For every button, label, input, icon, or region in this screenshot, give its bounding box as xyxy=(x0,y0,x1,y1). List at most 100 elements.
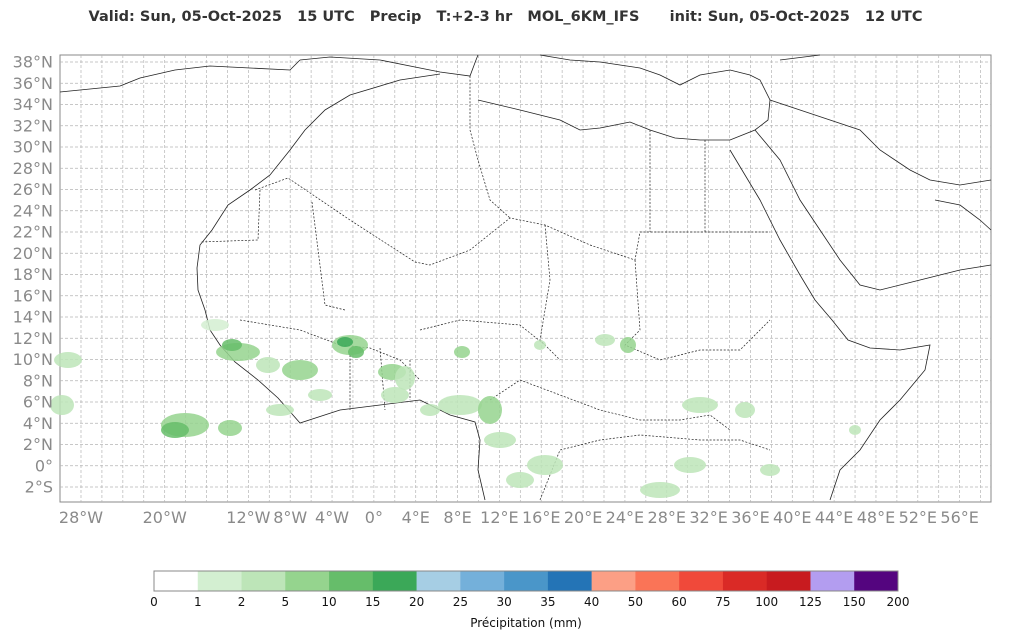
precip-patch xyxy=(266,404,294,416)
colorbar-tick: 15 xyxy=(365,595,380,609)
lon-label: 20°W xyxy=(143,508,187,527)
lon-label: 36°E xyxy=(731,508,769,527)
precip-patch xyxy=(218,420,242,436)
lon-label: 32°E xyxy=(689,508,727,527)
precip-patch xyxy=(735,402,755,418)
lat-label: 10°N xyxy=(13,350,53,369)
colorbar-tick: 0 xyxy=(150,595,158,609)
colorbar-tick: 1 xyxy=(194,595,202,609)
latitude-labels: 38°N 36°N 34°N 32°N 30°N 28°N 26°N 24°N 22°N 20°N… xyxy=(13,53,53,497)
precip-patch xyxy=(337,337,353,347)
lat-label: 2°N xyxy=(23,435,53,454)
lon-label: 4°E xyxy=(402,508,430,527)
precip-patch xyxy=(438,395,482,415)
precip-patch xyxy=(640,482,680,498)
colorbar-swatch xyxy=(460,571,505,591)
map-frame xyxy=(59,54,992,503)
colorbar-swatch xyxy=(197,571,242,591)
colorbar-swatch xyxy=(504,571,549,591)
lat-label: 12°N xyxy=(13,329,53,348)
lat-label: 22°N xyxy=(13,223,53,242)
colorbar-tick: 60 xyxy=(672,595,687,609)
colorbar-swatch xyxy=(285,571,330,591)
map-title: Valid: Sun, 05-Oct-2025 15 UTC Precip T:… xyxy=(88,9,923,25)
lon-label: 28°E xyxy=(648,508,686,527)
lon-label: 8°W xyxy=(273,508,307,527)
lon-label: 52°E xyxy=(899,508,937,527)
colorbar-tick: 75 xyxy=(715,595,730,609)
precip-patch xyxy=(282,360,318,380)
precip-patch xyxy=(348,346,364,358)
coastlines xyxy=(59,54,992,501)
lat-label: 38°N xyxy=(13,53,53,72)
lat-label: 26°N xyxy=(13,180,53,199)
colorbar-swatch xyxy=(547,571,592,591)
colorbar-swatch xyxy=(854,571,899,591)
precip-patch xyxy=(50,395,74,415)
precip-patch xyxy=(381,387,409,403)
lat-label: 14°N xyxy=(13,308,53,327)
precip-patch xyxy=(256,357,280,373)
lon-label: 20°E xyxy=(564,508,602,527)
lat-label: 8°N xyxy=(23,371,53,390)
lon-label: 24°E xyxy=(606,508,644,527)
lat-label: 30°N xyxy=(13,138,53,157)
lat-label: 16°N xyxy=(13,286,53,305)
precip-patch xyxy=(595,334,615,346)
colorbar-tick: 2 xyxy=(238,595,246,609)
lon-label: 12°E xyxy=(480,508,518,527)
lon-label: 28°W xyxy=(59,508,103,527)
lon-label: 4°W xyxy=(315,508,349,527)
colorbar-swatch xyxy=(372,571,417,591)
lon-label: 16°E xyxy=(522,508,560,527)
precip-patch xyxy=(527,455,563,475)
precip-patch xyxy=(506,472,534,488)
lon-label: 44°E xyxy=(815,508,853,527)
lat-label: 2°S xyxy=(25,478,53,497)
precip-patch xyxy=(161,422,189,438)
lat-label: 32°N xyxy=(13,116,53,135)
lon-label: 56°E xyxy=(940,508,978,527)
precip-patch xyxy=(395,366,415,390)
lon-label: 12°W xyxy=(226,508,270,527)
colorbar-swatch xyxy=(679,571,724,591)
colorbar-tick: 10 xyxy=(321,595,336,609)
colorbar-tick: 100 xyxy=(755,595,778,609)
colorbar-swatch xyxy=(810,571,855,591)
colorbar-tick: 200 xyxy=(887,595,910,609)
colorbar-swatch xyxy=(591,571,636,591)
colorbar-swatch xyxy=(416,571,461,591)
lat-label: 18°N xyxy=(13,265,53,284)
lat-label: 20°N xyxy=(13,244,53,263)
colorbar-swatch xyxy=(329,571,374,591)
precip-patch xyxy=(308,389,332,401)
colorbar-label: Précipitation (mm) xyxy=(470,616,582,630)
precip-patch xyxy=(454,346,470,358)
colorbar-tick: 125 xyxy=(799,595,822,609)
colorbar-tick: 30 xyxy=(496,595,511,609)
colorbar-tick: 40 xyxy=(584,595,599,609)
colorbar-swatch xyxy=(241,571,286,591)
precip-patch xyxy=(682,397,718,413)
precip-patch xyxy=(849,425,861,435)
colorbar-tick: 20 xyxy=(409,595,424,609)
lon-label: 0° xyxy=(365,508,383,527)
colorbar-tick: 50 xyxy=(628,595,643,609)
lat-label: 36°N xyxy=(13,74,53,93)
lon-label: 48°E xyxy=(857,508,895,527)
lat-label: 0° xyxy=(35,456,53,475)
precip-patch xyxy=(222,339,242,351)
precip-patch xyxy=(478,396,502,424)
colorbar-swatch xyxy=(635,571,680,591)
colorbar-tick: 5 xyxy=(281,595,289,609)
precipitation-patches xyxy=(50,319,861,498)
precip-patch xyxy=(620,337,636,353)
lat-label: 4°N xyxy=(23,414,53,433)
lon-label: 8°E xyxy=(443,508,471,527)
precip-patch xyxy=(420,404,440,416)
precip-patch xyxy=(760,464,780,476)
colorbar-swatch xyxy=(154,571,199,591)
precip-patch xyxy=(674,457,706,473)
